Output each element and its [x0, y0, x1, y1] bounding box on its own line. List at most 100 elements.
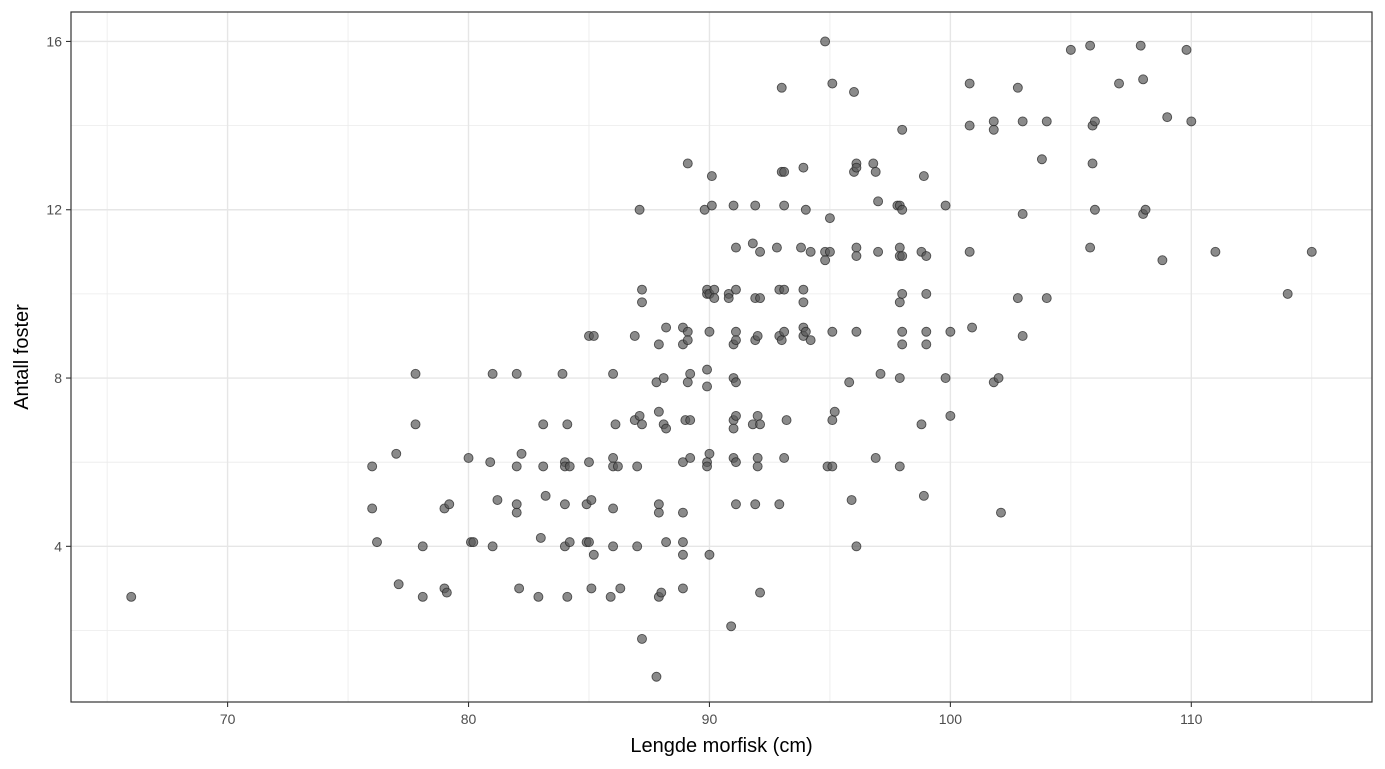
data-point: [827, 78, 838, 89]
data-point: [1162, 112, 1173, 123]
data-point: [1017, 331, 1028, 341]
data-point: [798, 162, 809, 173]
data-point: [702, 364, 712, 375]
x-axis-ticks: 70 80 90 100 110: [220, 702, 1203, 727]
data-point: [728, 423, 739, 434]
data-point: [755, 419, 765, 430]
data-point: [1041, 116, 1052, 127]
data-point: [918, 171, 929, 182]
data-point: [704, 448, 715, 459]
data-point: [988, 124, 999, 135]
data-point: [367, 461, 378, 472]
data-point: [779, 200, 790, 211]
data-point: [921, 288, 932, 299]
data-point: [661, 423, 672, 434]
y-axis-ticks: 4 8 12 16: [46, 33, 71, 554]
data-point: [444, 499, 455, 510]
data-point: [610, 419, 621, 430]
data-point: [723, 293, 734, 304]
data-point: [463, 453, 474, 463]
data-point: [897, 288, 908, 299]
data-point: [367, 503, 378, 514]
data-point: [511, 499, 522, 510]
data-point: [750, 200, 761, 211]
data-point: [1306, 246, 1317, 257]
minor-gridlines: [71, 12, 1372, 702]
data-point: [372, 537, 382, 548]
data-point: [868, 158, 879, 169]
data-point: [706, 200, 717, 211]
data-point: [535, 532, 546, 543]
data-point: [678, 537, 688, 548]
data-point: [653, 499, 664, 510]
data-point: [605, 591, 616, 602]
data-point: [1157, 255, 1168, 266]
data-point: [632, 461, 643, 472]
data-point: [921, 251, 932, 261]
data-point: [940, 200, 951, 211]
data-point: [875, 368, 886, 379]
data-point: [1012, 82, 1023, 93]
data-point: [391, 448, 402, 459]
data-point: [485, 457, 496, 468]
data-point: [921, 339, 932, 350]
data-point: [894, 373, 905, 383]
data-point: [752, 461, 763, 472]
data-point: [678, 549, 688, 560]
y-tick-label: 16: [46, 33, 62, 49]
data-point: [533, 591, 544, 602]
data-point: [393, 579, 404, 590]
data-point: [940, 373, 951, 383]
data-point: [584, 537, 594, 548]
data-point: [827, 326, 838, 337]
data-point: [1017, 116, 1028, 127]
data-point: [682, 158, 693, 169]
data-point: [612, 461, 623, 472]
data-point: [779, 284, 790, 295]
data-point: [699, 204, 710, 215]
data-point: [820, 255, 831, 266]
y-tick-label: 4: [54, 538, 62, 554]
data-point: [661, 537, 672, 548]
data-point: [608, 503, 619, 514]
data-point: [796, 242, 806, 253]
y-tick-label: 12: [46, 202, 62, 218]
data-point: [731, 457, 741, 468]
data-point: [851, 242, 862, 253]
data-point: [1114, 78, 1124, 89]
data-point: [916, 419, 927, 430]
data-point: [702, 461, 712, 472]
data-point: [410, 419, 421, 430]
data-point: [967, 322, 978, 333]
data-point: [776, 82, 787, 93]
data-point: [1085, 40, 1096, 51]
data-point: [993, 373, 1004, 383]
data-point: [798, 284, 809, 295]
x-axis-title: Lengde morfisk (cm): [630, 735, 812, 757]
data-point: [897, 204, 908, 215]
data-point: [752, 410, 763, 421]
data-point: [851, 162, 862, 173]
data-point: [540, 490, 551, 501]
data-points: [126, 36, 1317, 682]
data-point: [417, 591, 428, 602]
data-point: [1087, 158, 1098, 169]
data-point: [849, 86, 859, 97]
data-point: [661, 322, 672, 333]
data-point: [629, 331, 640, 341]
data-point: [514, 583, 525, 594]
data-point: [584, 457, 594, 468]
data-point: [653, 507, 664, 518]
data-point: [750, 499, 761, 510]
data-point: [410, 368, 421, 379]
data-point: [851, 251, 862, 261]
data-point: [752, 331, 763, 341]
data-point: [1017, 208, 1028, 219]
data-point: [682, 377, 693, 388]
data-point: [704, 326, 715, 337]
data-point: [771, 242, 782, 253]
data-point: [1140, 204, 1151, 215]
data-point: [559, 499, 570, 510]
data-point: [653, 406, 664, 417]
data-point: [651, 377, 662, 388]
